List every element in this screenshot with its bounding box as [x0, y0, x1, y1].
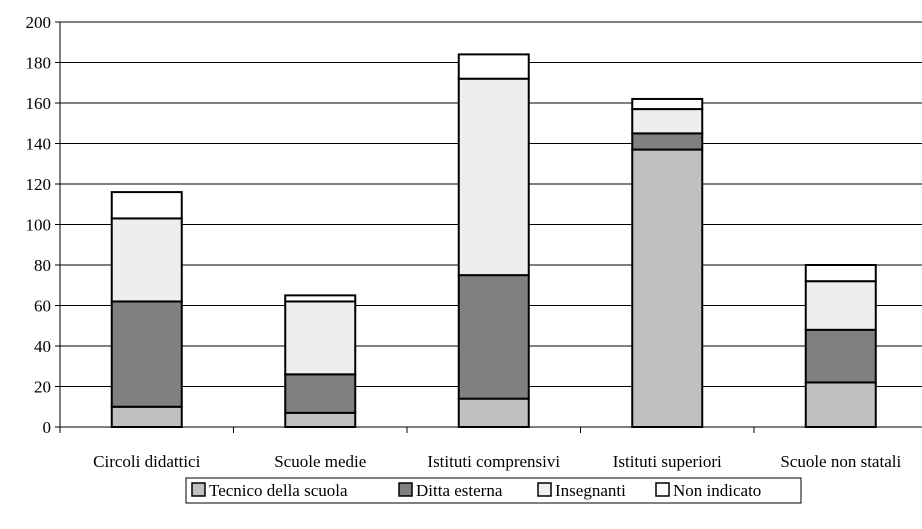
y-tick-label: 60 [34, 297, 51, 316]
bar-segment-non-indicato [110, 191, 183, 220]
legend-label: Non indicato [673, 481, 761, 500]
y-tick-label: 100 [26, 216, 52, 235]
bar-segment-tecnico-della-scuola [110, 405, 183, 428]
legend-swatch [655, 482, 670, 497]
x-category-label: Scuole medie [274, 452, 366, 471]
bar-segment-non-indicato [804, 264, 877, 283]
bar-segment-insegnanti [284, 300, 357, 376]
bar-segment-ditta-esterna [284, 373, 357, 414]
bar-segment-insegnanti [804, 280, 877, 331]
bar-segment-non-indicato [631, 97, 704, 111]
bar-segment-ditta-esterna [110, 300, 183, 408]
bar-segment-tecnico-della-scuola [804, 381, 877, 429]
legend-swatch [537, 482, 552, 497]
y-tick-label: 140 [26, 135, 52, 154]
bar-segment-non-indicato [457, 53, 530, 80]
y-tick-label: 120 [26, 175, 52, 194]
bar-segment-tecnico-della-scuola [631, 148, 704, 428]
axes [55, 21, 922, 433]
y-tick-label: 180 [26, 54, 52, 73]
x-category-label: Istituti superiori [613, 452, 722, 471]
y-tick-label: 40 [34, 337, 51, 356]
legend-swatch [191, 482, 206, 497]
legend: Tecnico della scuola Ditta esterna Insegna… [185, 477, 802, 504]
legend-box [185, 477, 802, 504]
bar-segment-ditta-esterna [457, 274, 530, 400]
legend-label: Tecnico della scuola [209, 481, 348, 500]
bar-segment-insegnanti [110, 217, 183, 303]
legend-swatch [398, 482, 413, 497]
bar-segment-insegnanti [457, 77, 530, 277]
bar-segment-tecnico-della-scuola [457, 397, 530, 428]
x-category-label: Istituti comprensivi [427, 452, 560, 471]
y-tick-label: 160 [26, 94, 52, 113]
legend-label: Insegnanti [555, 481, 626, 500]
x-category-label: Scuole non statali [780, 452, 901, 471]
bar-segment-ditta-esterna [631, 132, 704, 151]
y-tick-labels: 0 20 40 60 80 100 120 140 160 180 200 [26, 13, 52, 437]
bar-segment-insegnanti [631, 108, 704, 135]
y-tick-label: 20 [34, 378, 51, 397]
x-category-labels: Circoli didattici Scuole medie Istituti co… [93, 452, 901, 471]
y-tick-label: 80 [34, 256, 51, 275]
bars [110, 53, 877, 429]
y-tick-label: 0 [43, 418, 52, 437]
y-tick-label: 200 [26, 13, 52, 32]
bar-segment-tecnico-della-scuola [284, 411, 357, 429]
bar-segment-non-indicato [284, 294, 357, 303]
x-category-label: Circoli didattici [93, 452, 200, 471]
bar-segment-ditta-esterna [804, 328, 877, 384]
legend-label: Ditta esterna [416, 481, 503, 500]
